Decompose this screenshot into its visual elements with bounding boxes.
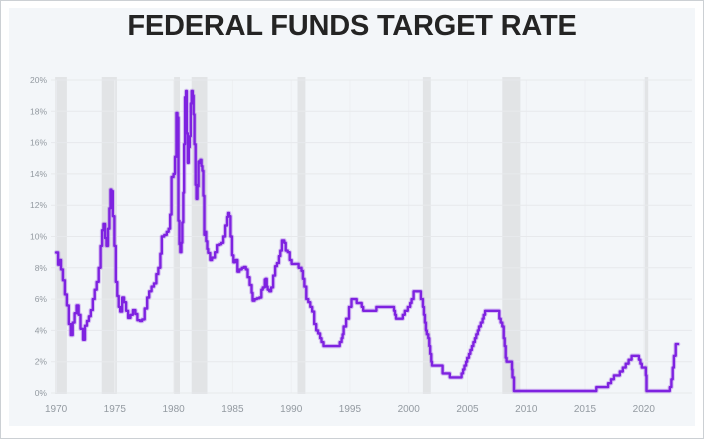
chart-card [9,8,695,426]
chart-title: FEDERAL FUNDS TARGET RATE [127,10,577,42]
